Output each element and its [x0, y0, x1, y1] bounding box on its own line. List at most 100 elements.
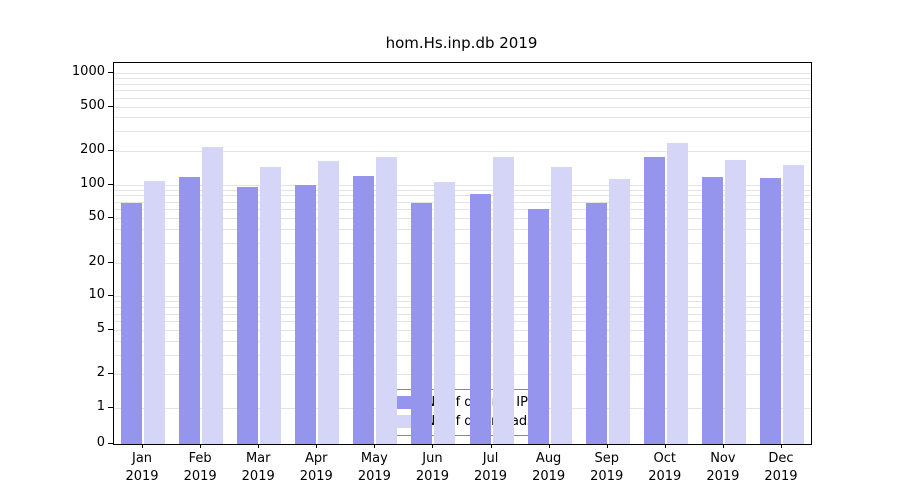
x-tickmark [142, 444, 144, 448]
x-tick-label: Mar 2019 [241, 451, 275, 484]
y-tick-label: 1 [96, 399, 105, 414]
x-tickmark [606, 444, 608, 448]
y-tick-label: 2 [96, 365, 105, 381]
bar-downloads-dec [782, 165, 804, 444]
bar-distinct-ips-may [353, 175, 375, 444]
bar-distinct-ips-dec [759, 177, 781, 444]
x-tickmark [316, 444, 318, 448]
y-tick-label: 20 [88, 253, 105, 269]
x-tick-label: Oct 2019 [648, 451, 682, 484]
gridline [114, 209, 811, 211]
x-tick-label: Aug 2019 [532, 451, 566, 484]
gridline [114, 229, 811, 231]
bar-downloads-jun [434, 181, 456, 444]
bar-downloads-jan [144, 180, 166, 444]
y-tickmark [108, 105, 113, 107]
gridline [114, 307, 811, 309]
gridline [114, 340, 811, 342]
gridline [114, 97, 811, 99]
bar-distinct-ips-aug [527, 209, 549, 444]
gridline [114, 106, 811, 108]
gridline [114, 117, 811, 119]
gridline [114, 374, 811, 376]
gridline [114, 201, 811, 203]
gridline [114, 184, 811, 186]
x-tick-label: Feb 2019 [183, 451, 217, 484]
x-tickmark [200, 444, 202, 448]
x-tickmark [258, 444, 260, 448]
y-tick-label: 100 [80, 175, 105, 191]
x-tick-label: Jan 2019 [125, 451, 159, 484]
y-tick-label: 50 [88, 209, 105, 225]
chart-title: hom.Hs.inp.db 2019 [385, 34, 538, 52]
y-tickmark [108, 183, 113, 185]
y-tick-label: 500 [80, 97, 105, 113]
y-tickmark [108, 217, 113, 219]
bar-downloads-may [376, 156, 398, 444]
bar-distinct-ips-jun [411, 203, 433, 444]
bar-downloads-mar [260, 166, 282, 444]
y-tickmark [108, 407, 113, 408]
gridline [114, 354, 811, 356]
y-tick-label: 0 [96, 435, 105, 450]
gridline [114, 218, 811, 220]
gridline [114, 296, 811, 298]
legend: Nb of distinct IPs Nb of downloads [375, 389, 550, 436]
y-tickmark [108, 261, 113, 263]
x-tick-label: Dec 2019 [764, 451, 798, 484]
x-tickmark [722, 444, 724, 448]
x-tick-label: Nov 2019 [706, 451, 740, 484]
gridline [114, 78, 811, 80]
y-tickmark [108, 295, 113, 297]
bar-downloads-feb [202, 146, 224, 444]
y-tickmark [108, 373, 113, 375]
gridline [114, 131, 811, 133]
gridline [114, 301, 811, 303]
bar-downloads-apr [318, 160, 340, 444]
y-tickmark [108, 72, 113, 73]
bar-distinct-ips-mar [237, 187, 259, 444]
bar-downloads-jul [492, 156, 514, 444]
gridline [114, 329, 811, 331]
y-tickmark [108, 150, 113, 152]
y-tick-label: 200 [80, 142, 105, 158]
gridline [114, 243, 811, 245]
bar-distinct-ips-apr [295, 184, 317, 444]
bar-downloads-nov [724, 160, 746, 444]
x-tick-label: Jun 2019 [415, 451, 449, 484]
x-tickmark [374, 444, 376, 448]
x-tickmark [664, 444, 666, 448]
x-tick-label: May 2019 [357, 451, 391, 484]
x-tick-label: Apr 2019 [299, 451, 333, 484]
bar-downloads-aug [550, 166, 572, 444]
x-tick-label: Jul 2019 [473, 451, 508, 484]
plot-area: Nb of distinct IPs Nb of downloads [113, 62, 812, 445]
gridline [114, 83, 811, 85]
y-tick-label: 10 [88, 287, 105, 303]
x-tickmark [548, 444, 550, 448]
gridline [114, 195, 811, 197]
gridline [114, 73, 811, 74]
bar-distinct-ips-oct [643, 156, 665, 444]
x-tickmark [490, 444, 492, 448]
gridline [114, 313, 811, 315]
y-tick-label: 1000 [71, 64, 105, 79]
gridline [114, 151, 811, 153]
y-tickmark [108, 443, 113, 444]
gridline [114, 262, 811, 264]
bar-distinct-ips-sep [585, 202, 607, 444]
gridline [114, 321, 811, 323]
gridline [114, 90, 811, 92]
bar-distinct-ips-jan [121, 203, 143, 444]
bar-distinct-ips-nov [701, 176, 723, 444]
bar-downloads-oct [666, 143, 688, 444]
gridline [114, 189, 811, 191]
bar-distinct-ips-jul [469, 193, 491, 444]
y-tick-label: 5 [96, 320, 105, 336]
bar-distinct-ips-feb [179, 176, 201, 444]
x-tickmark [780, 444, 782, 448]
x-tickmark [432, 444, 434, 448]
bar-downloads-sep [608, 179, 630, 444]
x-tick-label: Sep 2019 [590, 451, 624, 484]
